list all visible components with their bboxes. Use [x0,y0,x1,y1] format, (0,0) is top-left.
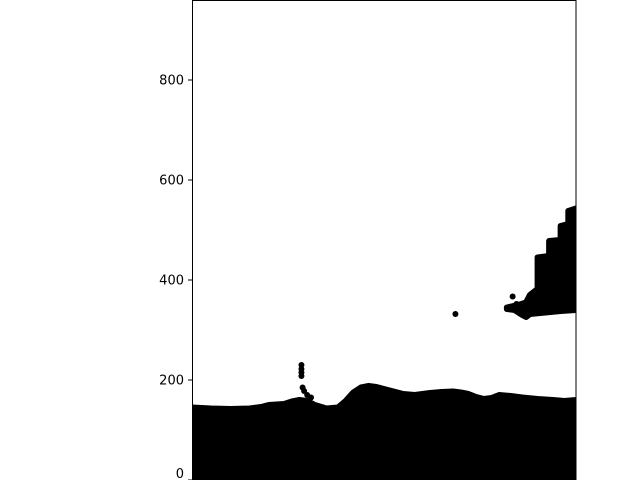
data-point [509,293,516,300]
y-tick-label: 400 [159,274,184,289]
y-tick-label: 600 [159,174,184,189]
y-axis: 0 200 400 600 800 [159,74,192,480]
data-point [452,311,459,317]
ground-band [192,383,576,480]
y-tick-label: 0 [176,467,184,480]
y-tick-label: 200 [159,374,184,389]
data-point [513,301,520,307]
y-tick-label: 800 [159,74,184,89]
data-point [298,373,305,379]
data-point [308,394,315,401]
right-cluster [503,205,576,320]
data-layer [192,205,576,480]
